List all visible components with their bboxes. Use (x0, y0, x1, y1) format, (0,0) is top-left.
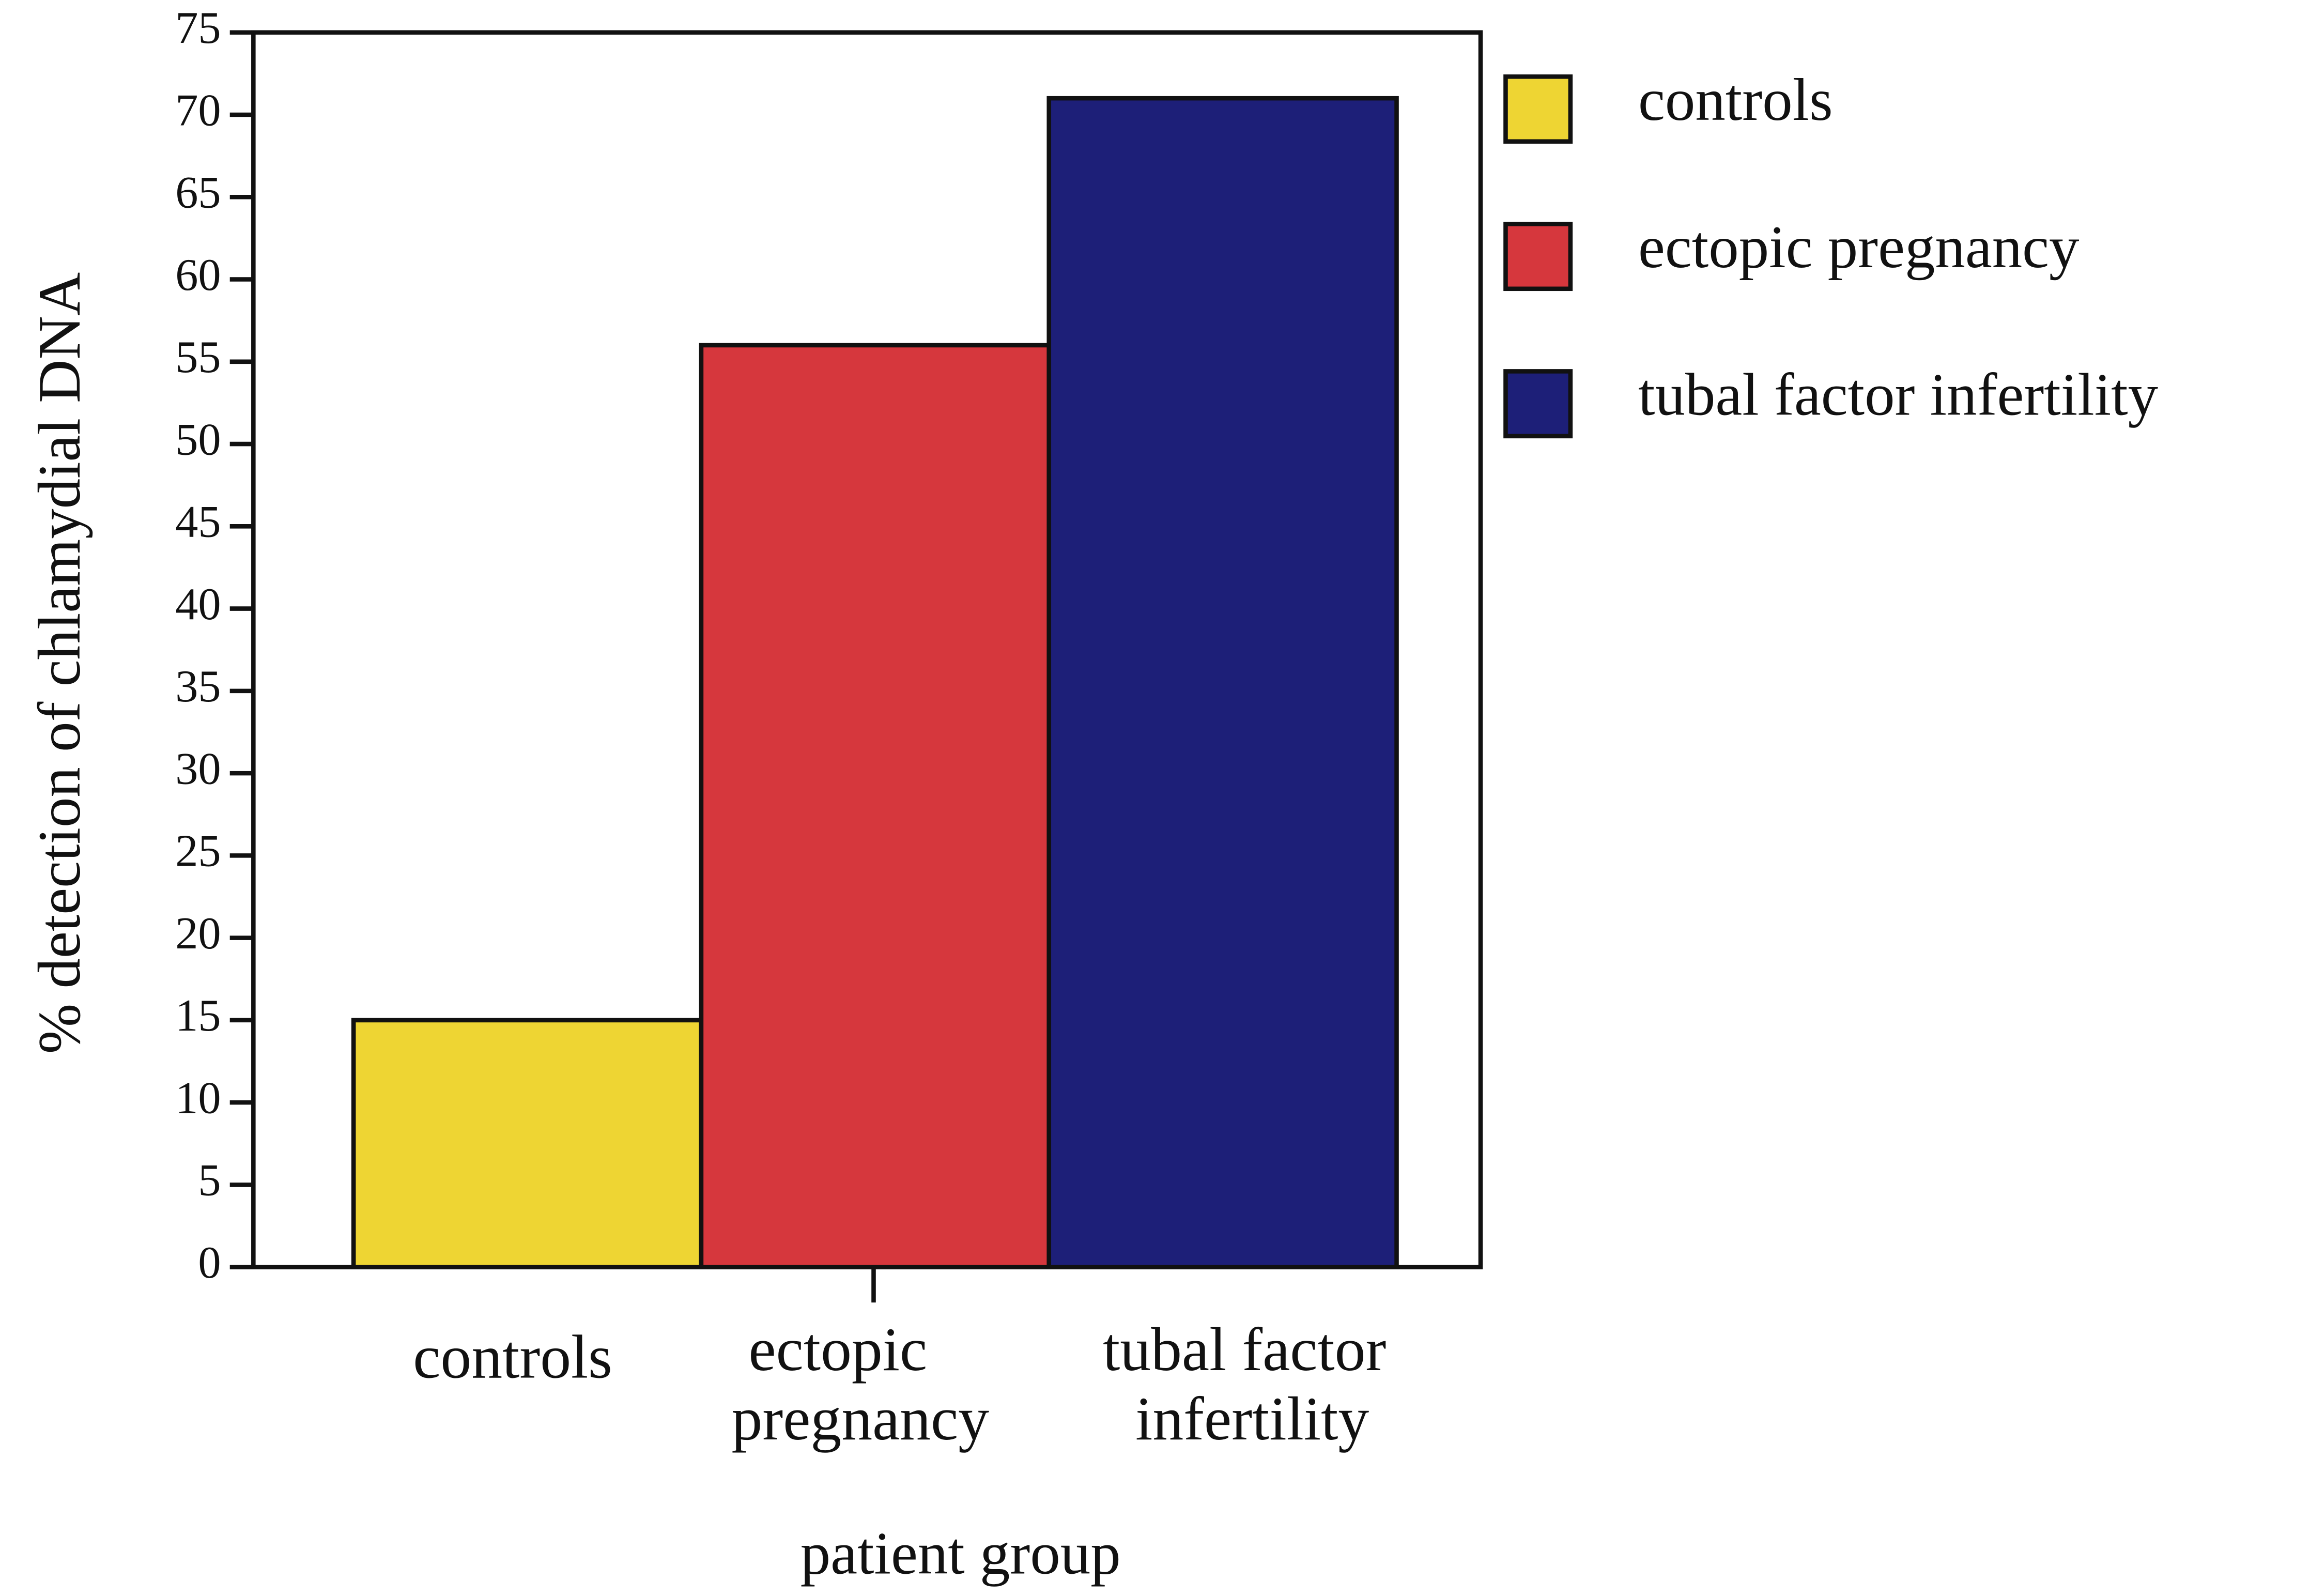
legend-label: controls (1638, 67, 1833, 133)
y-tick-label: 15 (175, 990, 221, 1041)
y-tick-label: 30 (175, 743, 221, 794)
y-tick-label: 35 (175, 661, 221, 712)
bar (351, 1018, 704, 1269)
legend-label: ectopic pregnancy (1638, 214, 2079, 281)
y-tick-label: 0 (198, 1237, 221, 1288)
y-tick-label: 10 (175, 1072, 221, 1123)
y-axis-title: % detection of chlamydial DNA (26, 272, 93, 1054)
y-tick-label: 45 (175, 497, 221, 547)
x-tick-label-line: pregnancy (732, 1384, 990, 1453)
legend-label: tubal factor infertility (1638, 361, 2158, 428)
y-tick-label: 50 (175, 414, 221, 465)
y-tick-label: 40 (175, 579, 221, 630)
y-tick-label: 55 (175, 332, 221, 382)
legend-swatch (1503, 369, 1573, 439)
legend-swatch (1503, 74, 1573, 144)
x-tick-label-line: tubal factor (1103, 1315, 1402, 1384)
y-tick-label: 5 (198, 1155, 221, 1206)
y-tick-label: 60 (175, 250, 221, 300)
y-tick-label: 25 (175, 826, 221, 877)
x-tick-label-line: infertility (1135, 1384, 1369, 1453)
x-tick-label-line: ectopic (749, 1315, 943, 1384)
y-tick-label: 70 (175, 85, 221, 135)
x-tick-label: ectopic pregnancy (732, 1315, 990, 1453)
bar (699, 343, 1052, 1269)
x-tick-label: tubal factor infertility (1103, 1315, 1402, 1453)
y-tick-label: 75 (175, 3, 221, 53)
y-tick-label: 65 (175, 167, 221, 218)
legend-swatch (1503, 222, 1573, 291)
x-tick-label: controls (413, 1322, 612, 1391)
y-tick-label: 20 (175, 908, 221, 959)
x-axis-title: patient group (800, 1521, 1121, 1587)
bar (1046, 96, 1399, 1269)
